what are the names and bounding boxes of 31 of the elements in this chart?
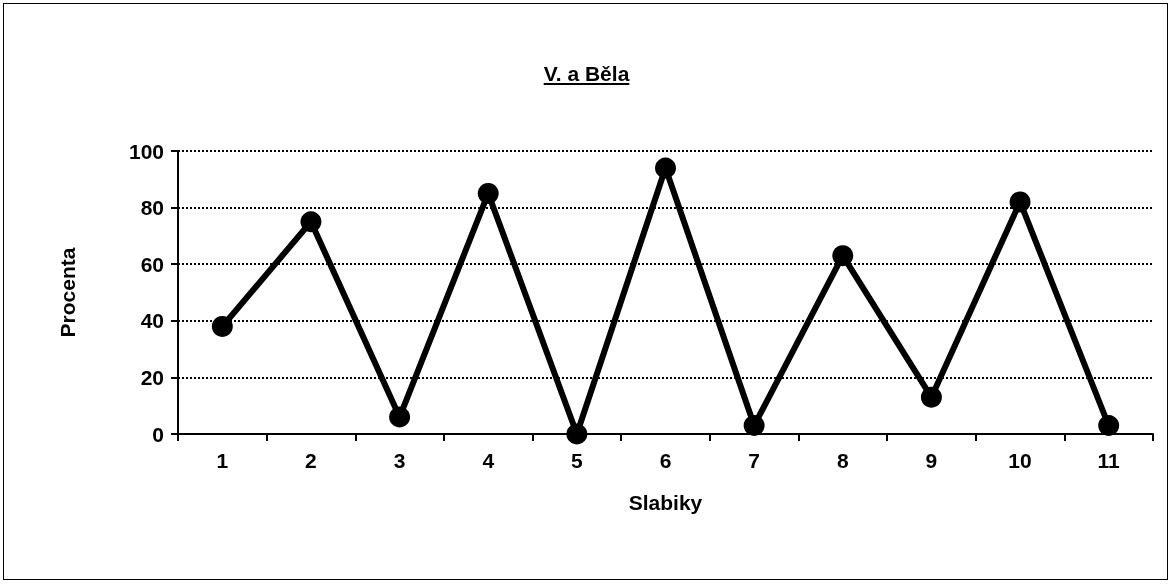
y-tick-label: 60 — [140, 252, 164, 276]
x-tick-label: 2 — [305, 449, 317, 472]
x-tick-label: 11 — [1097, 449, 1121, 472]
point — [920, 386, 942, 408]
x-tick-label: 4 — [482, 449, 495, 472]
x-tick-label: 1 — [216, 449, 229, 472]
point — [566, 423, 588, 445]
x-tick-label: 8 — [836, 449, 849, 472]
y-tick-label: 40 — [140, 309, 164, 333]
y-tick-label: 80 — [140, 196, 164, 220]
point — [389, 406, 411, 428]
y-tick-label: 100 — [128, 139, 164, 163]
x-tick-label: 5 — [571, 449, 584, 472]
point — [655, 157, 676, 179]
chart-title: V. a Běla — [542, 62, 631, 86]
point — [832, 245, 854, 267]
x-tick-label: 10 — [1008, 449, 1032, 472]
x-tick-label: 9 — [925, 449, 938, 472]
y-axis-title: Procenta — [56, 247, 79, 338]
point — [1098, 415, 1120, 436]
x-tick-label: 7 — [748, 449, 760, 472]
point — [477, 182, 499, 204]
point — [211, 315, 233, 337]
y-tick-label: 20 — [140, 365, 164, 389]
y-tick-label: 0 — [152, 422, 164, 446]
x-tick-label: 3 — [393, 449, 406, 472]
point — [1009, 191, 1031, 213]
point — [300, 211, 322, 233]
x-axis-title: Slabiky — [628, 491, 703, 514]
point — [743, 415, 765, 436]
x-tick-label: 6 — [659, 449, 672, 472]
